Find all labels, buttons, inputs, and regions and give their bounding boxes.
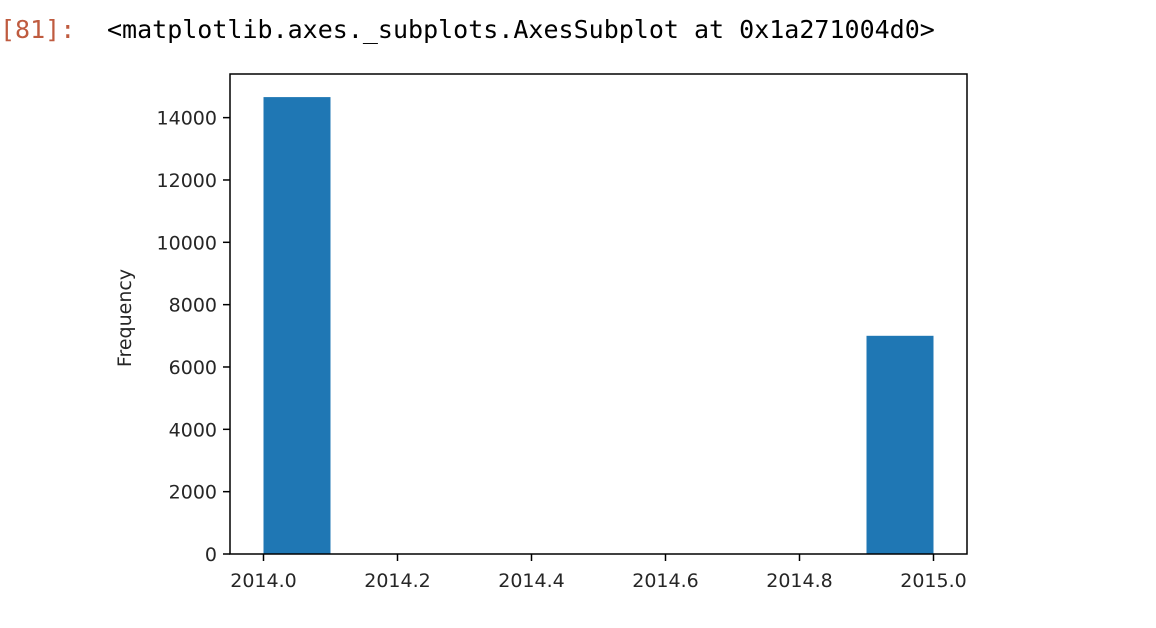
x-tick-label: 2014.8 xyxy=(766,570,832,592)
y-tick-label: 0 xyxy=(205,544,217,566)
x-tick-label: 2014.2 xyxy=(364,570,430,592)
x-tick-label: 2015.0 xyxy=(900,570,966,592)
output-repr-text: <matplotlib.axes._subplots.AxesSubplot a… xyxy=(107,15,935,44)
x-tick-label: 2014.6 xyxy=(632,570,698,592)
x-tick-label: 2014.0 xyxy=(230,570,296,592)
execution-count-prompt: [81]: xyxy=(0,15,76,44)
y-tick-label: 12000 xyxy=(157,170,217,192)
y-tick-label: 10000 xyxy=(157,232,217,254)
x-axis: 2014.0 2014.2 2014.4 2014.6 2014.8 2015.0 xyxy=(230,554,967,592)
y-tick-label: 2000 xyxy=(169,482,217,504)
histogram-bar-0 xyxy=(263,97,331,554)
plot-frame xyxy=(229,73,968,555)
y-tick-label: 14000 xyxy=(157,108,217,130)
x-tick-label: 2014.4 xyxy=(498,570,564,592)
y-axis: 0 2000 4000 6000 8000 10000 12000 14000 xyxy=(157,108,230,566)
bars-layer xyxy=(263,97,934,554)
y-axis-label: Frequency xyxy=(114,269,136,367)
histogram-bar-9 xyxy=(866,335,934,554)
y-tick-label: 6000 xyxy=(169,357,217,379)
y-tick-label: 4000 xyxy=(169,419,217,441)
y-tick-label: 8000 xyxy=(169,295,217,317)
